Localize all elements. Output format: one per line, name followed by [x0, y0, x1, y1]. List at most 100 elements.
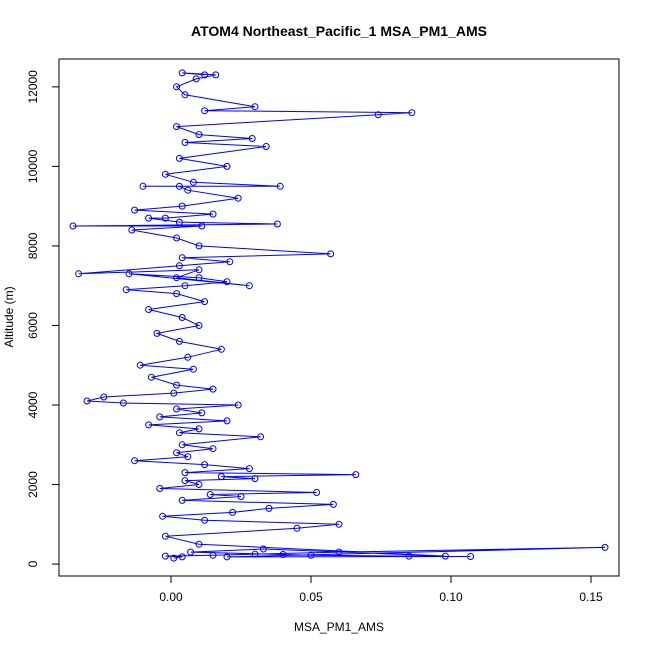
data-point: [195, 481, 203, 488]
data-point: [198, 222, 206, 230]
data-point: [206, 491, 214, 498]
data-point: [335, 520, 343, 528]
data-point: [251, 103, 259, 111]
data-point: [170, 554, 178, 562]
data-point: [83, 397, 91, 405]
data-point: [153, 329, 161, 337]
data-point: [173, 449, 181, 457]
y-tick-label: 12000: [26, 70, 40, 104]
data-point: [189, 178, 197, 186]
data-point: [195, 425, 203, 433]
data-point: [223, 278, 231, 286]
data-point: [75, 270, 83, 278]
data-point: [178, 441, 186, 449]
data-point: [217, 345, 225, 353]
data-point: [156, 485, 164, 492]
data-point: [178, 202, 186, 210]
data-point: [161, 214, 169, 222]
data-point: [441, 552, 449, 560]
data-point: [307, 551, 315, 559]
data-point: [69, 222, 77, 230]
x-tick-label: 0.00: [159, 590, 183, 604]
x-tick-label: 0.10: [439, 590, 463, 604]
data-point: [184, 186, 192, 194]
data-point: [195, 131, 203, 139]
data-point: [178, 496, 186, 504]
data-point: [223, 553, 231, 561]
data-point: [201, 516, 209, 524]
data-point: [467, 553, 475, 560]
data-point: [192, 75, 200, 83]
data-point: [119, 399, 127, 407]
data-point: [131, 457, 139, 465]
data-point: [122, 286, 130, 294]
data-point: [175, 154, 183, 162]
x-tick-label: 0.05: [299, 590, 323, 604]
data-point: [209, 210, 217, 218]
data-point: [195, 274, 203, 282]
data-point: [100, 393, 108, 401]
data-point: [601, 543, 609, 551]
data-point: [181, 282, 189, 290]
data-point: [145, 214, 153, 222]
data-point: [139, 182, 147, 190]
data-point: [175, 218, 183, 226]
data-point: [156, 413, 164, 421]
data-point: [145, 421, 153, 429]
data-point: [209, 385, 217, 393]
data-point: [181, 91, 189, 99]
data-point: [173, 234, 181, 242]
data-point: [131, 206, 139, 214]
data-point: [195, 266, 203, 274]
data-point: [245, 282, 253, 290]
y-tick-label: 4000: [26, 391, 40, 418]
data-point: [223, 417, 231, 425]
data-point: [161, 170, 169, 178]
data-point: [408, 109, 416, 117]
data-point: [251, 475, 259, 483]
y-axis: 0 2000 4000 6000 8000 10000 12000: [26, 70, 60, 567]
data-point: [198, 409, 206, 417]
data-point: [159, 512, 167, 520]
data-point: [128, 226, 136, 234]
data-point: [234, 194, 242, 202]
data-point: [248, 135, 256, 142]
y-tick-label: 8000: [26, 232, 40, 259]
data-point: [234, 401, 242, 409]
plot-frame: [58, 58, 620, 577]
chart-title: ATOM4 Northeast_Pacific_1 MSA_PM1_AMS: [191, 23, 487, 39]
data-point: [161, 532, 169, 540]
y-tick-label: 0: [26, 560, 40, 567]
data-point: [173, 290, 181, 298]
data-point: [181, 477, 189, 485]
y-tick-label: 2000: [26, 471, 40, 498]
data-point: [257, 433, 265, 441]
data-point: [273, 220, 281, 228]
data-point: [125, 270, 133, 278]
data-point: [173, 381, 181, 389]
x-tick-label: 0.15: [579, 590, 603, 604]
data-point: [251, 550, 259, 558]
data-point: [201, 461, 209, 469]
data-point: [265, 504, 273, 512]
data-point: [175, 337, 183, 345]
data-point: [327, 250, 335, 258]
x-axis: 0.00 0.05 0.10 0.15: [159, 575, 603, 604]
data-point: [226, 258, 234, 266]
data-point: [187, 548, 195, 556]
data-point: [352, 471, 360, 479]
data-point: [145, 306, 153, 313]
data-point: [178, 314, 186, 321]
x-axis-title: MSA_PM1_AMS: [294, 620, 384, 634]
data-point: [374, 111, 382, 119]
data-point: [195, 540, 203, 548]
data-point: [173, 83, 181, 91]
data-point: [237, 493, 245, 500]
data-point: [335, 548, 343, 556]
data-point: [173, 123, 181, 131]
data-point: [173, 405, 181, 413]
data-point: [276, 182, 284, 190]
data-point: [262, 143, 270, 150]
data-point: [195, 242, 203, 250]
